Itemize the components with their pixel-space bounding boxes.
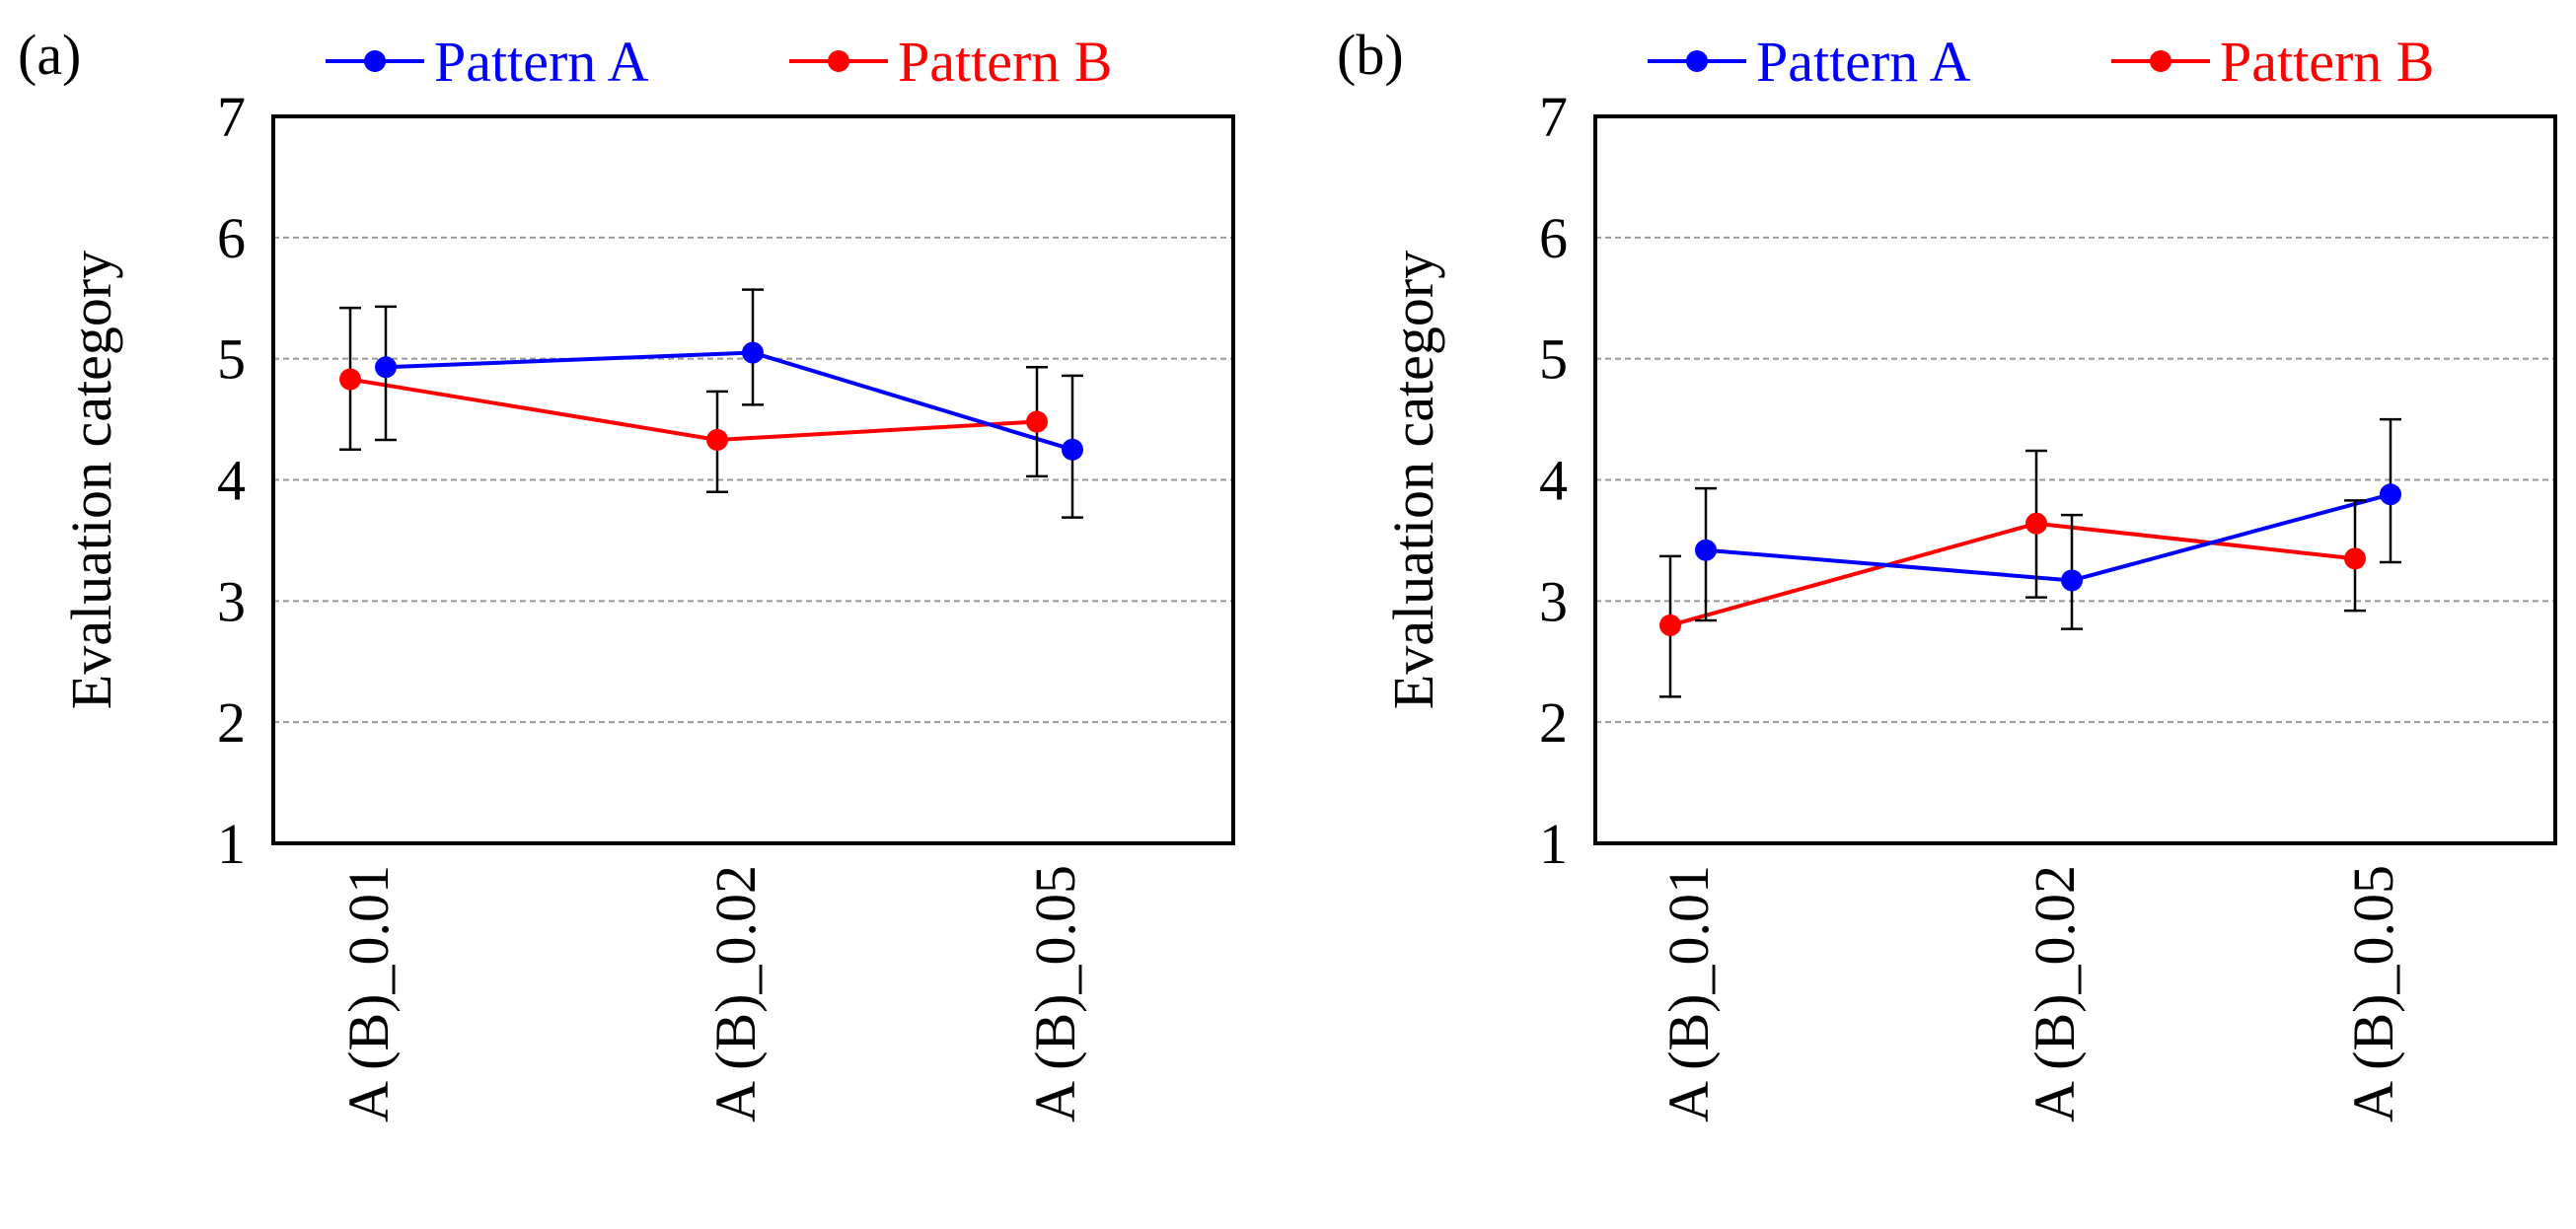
- x-tick-label: A (B)_0.02: [703, 865, 768, 1122]
- legend-marker-pattern-a: [1686, 50, 1708, 72]
- data-point-pattern-b: [1659, 614, 1681, 636]
- data-point-pattern-a: [2061, 569, 2083, 592]
- data-point-pattern-a: [2380, 483, 2401, 506]
- legend-label-pattern-b: Pattern B: [2220, 30, 2434, 94]
- y-tick-label: 3: [1539, 569, 1568, 633]
- series-line-pattern-a: [1705, 492, 2392, 583]
- legend: Pattern A Pattern B: [1648, 30, 2434, 94]
- y-tick-label: 7: [217, 85, 246, 149]
- data-point-pattern-a: [1695, 539, 1717, 561]
- panel-label: (a): [18, 23, 81, 87]
- y-tick-label: 2: [217, 690, 246, 755]
- chart-panel-b: (b) 1 2 3 4 5 6 7 Evaluation category A (B)_0.01 A…: [1337, 23, 2557, 1122]
- chart-panel-a: (a) 1 2 3 4 5 6 7 Evaluation category A (B)_0.01 A…: [18, 23, 1235, 1122]
- data-point-pattern-b: [1026, 410, 1048, 433]
- y-tick-label: 5: [217, 327, 246, 392]
- y-tick-label: 6: [1539, 206, 1568, 270]
- data-point-pattern-a: [1062, 438, 1083, 461]
- legend-marker-pattern-b: [2150, 50, 2171, 72]
- y-tick-label: 4: [217, 449, 246, 513]
- x-tick-label: A (B)_0.05: [2341, 865, 2405, 1122]
- y-tick-label: 2: [1539, 690, 1568, 755]
- y-tick-label: 1: [217, 812, 246, 876]
- y-tick-label: 1: [1539, 812, 1568, 876]
- plot-frame: [271, 114, 1235, 845]
- data-point-pattern-b: [2025, 512, 2047, 535]
- data-point-pattern-b: [339, 368, 361, 391]
- y-tick-label: 3: [217, 569, 246, 633]
- y-tick-label: 6: [217, 206, 246, 270]
- y-tick-label: 7: [1539, 85, 1568, 149]
- legend-label-pattern-a: Pattern A: [434, 30, 649, 94]
- y-tick-label: 4: [1539, 449, 1568, 513]
- data-point-pattern-a: [375, 356, 397, 379]
- legend-label-pattern-b: Pattern B: [898, 30, 1112, 94]
- data-point-pattern-b: [706, 428, 728, 451]
- y-axis-label: Evaluation category: [1381, 251, 1445, 709]
- legend-marker-pattern-a: [364, 50, 386, 72]
- x-tick-label: A (B)_0.05: [1023, 865, 1087, 1122]
- legend: Pattern A Pattern B: [326, 30, 1112, 94]
- legend-label-pattern-a: Pattern A: [1756, 30, 1971, 94]
- data-point-pattern-b: [2344, 547, 2366, 570]
- panel-label: (b): [1337, 23, 1404, 87]
- y-axis-label: Evaluation category: [59, 251, 123, 709]
- x-tick-label: A (B)_0.02: [2023, 865, 2087, 1122]
- plot-frame: [1593, 114, 2557, 845]
- y-tick-label: 5: [1539, 327, 1568, 392]
- data-point-pattern-a: [742, 341, 764, 364]
- legend-marker-pattern-b: [828, 50, 849, 72]
- x-tick-label: A (B)_0.01: [1656, 865, 1721, 1122]
- x-tick-label: A (B)_0.01: [336, 865, 401, 1122]
